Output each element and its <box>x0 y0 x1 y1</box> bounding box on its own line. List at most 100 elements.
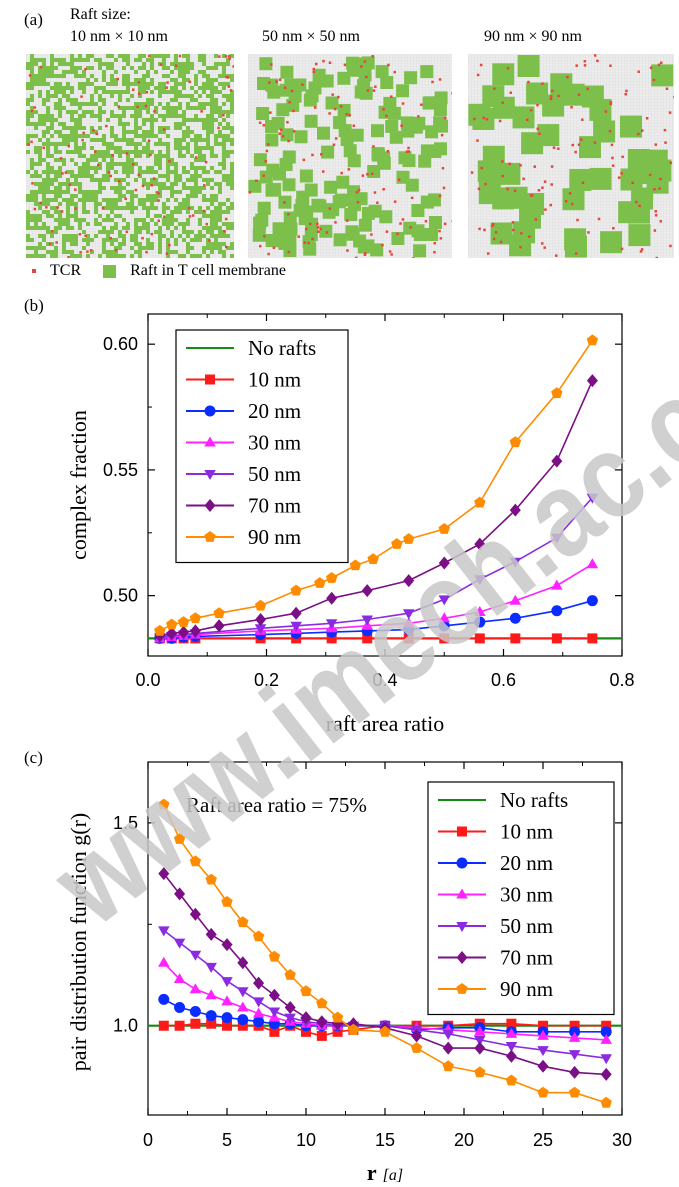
raft-patch <box>434 91 448 105</box>
raft-patch <box>190 206 194 210</box>
raft-patch <box>106 254 110 258</box>
raft-patch <box>130 202 134 206</box>
raft-patch <box>158 138 162 142</box>
raft-patch <box>98 98 102 102</box>
raft-patch <box>174 110 178 114</box>
raft-size-label-90: 90 nm × 90 nm <box>484 28 582 45</box>
raft-patch <box>118 242 122 246</box>
raft-patch <box>94 102 98 106</box>
raft-patch <box>182 118 186 122</box>
raft-patch <box>383 96 397 110</box>
raft-patch <box>66 218 70 222</box>
raft-patch <box>174 206 178 210</box>
data-point <box>600 1067 612 1081</box>
raft-patch <box>74 162 78 166</box>
tcr-dot <box>397 178 401 181</box>
data-point <box>290 621 302 632</box>
data-point <box>316 1030 327 1041</box>
raft-patch <box>345 225 359 239</box>
tcr-dot <box>283 201 286 204</box>
tcr-dot <box>101 206 105 210</box>
data-point <box>205 927 217 941</box>
raft-patch <box>375 65 389 79</box>
tcr-dot <box>366 173 369 176</box>
raft-patch <box>226 222 230 226</box>
data-point <box>551 387 563 399</box>
raft-patch <box>198 154 202 158</box>
tcr-dot <box>620 247 624 251</box>
raft-patch <box>162 82 166 86</box>
raft-patch <box>118 234 122 238</box>
raft-patch <box>134 250 138 254</box>
raft-patch <box>42 202 46 206</box>
raft-patch <box>158 250 162 254</box>
raft-patch <box>86 174 90 178</box>
raft-patch <box>198 210 202 214</box>
raft-patch <box>34 122 38 126</box>
series-90-nm <box>154 334 599 636</box>
raft-patch <box>42 186 46 190</box>
raft-patch <box>78 218 82 222</box>
tcr-dot <box>506 187 509 191</box>
raft-patch <box>86 82 90 86</box>
data-point <box>551 579 563 590</box>
raft-patch <box>134 106 138 110</box>
raft-patch <box>138 66 142 70</box>
raft-patch <box>146 102 150 106</box>
raft-patch <box>158 158 162 162</box>
raft-patch <box>90 190 94 194</box>
raft-patch <box>106 154 110 158</box>
raft-patch <box>42 134 46 138</box>
x-tick-label: 0.8 <box>609 670 634 690</box>
tcr-dot <box>374 85 377 88</box>
tcr-dot <box>568 192 572 195</box>
raft-patch <box>118 254 122 258</box>
tcr-dot <box>617 176 621 179</box>
raft-patch <box>422 96 436 110</box>
tcr-dot <box>624 93 627 96</box>
raft-patch <box>146 242 150 246</box>
raft-patch <box>361 206 375 220</box>
raft-patch <box>154 106 158 110</box>
raft-patch <box>66 202 70 206</box>
raft-patch <box>202 90 206 94</box>
raft-patch <box>202 126 206 130</box>
raft-patch <box>46 138 50 142</box>
raft-patch <box>30 254 34 258</box>
tcr-dot <box>536 127 539 131</box>
raft-patch <box>78 186 82 190</box>
raft-patch <box>404 71 418 85</box>
raft-patch <box>206 142 210 146</box>
raft-patch <box>174 210 178 214</box>
raft-patch <box>110 166 114 170</box>
tcr-dot <box>361 174 365 177</box>
raft-patch <box>58 166 62 170</box>
raft-patch <box>42 70 46 74</box>
raft-patch <box>391 232 405 245</box>
raft-patch <box>214 90 218 94</box>
tcr-dot <box>550 183 553 186</box>
panel-c-label: (c) <box>24 748 43 767</box>
raft-patch <box>114 82 118 86</box>
data-point <box>505 1074 518 1086</box>
raft-patch <box>174 146 178 150</box>
raft-patch <box>170 86 174 90</box>
raft-patch <box>170 250 174 254</box>
raft-patch <box>162 206 166 210</box>
raft-patch <box>26 194 30 198</box>
raft-patch <box>190 162 194 166</box>
raft-patch <box>78 126 82 130</box>
raft-patch <box>138 54 142 58</box>
raft-patch <box>210 210 214 214</box>
raft-patch <box>186 246 190 250</box>
legend-label: 30 nm <box>248 431 301 455</box>
raft-patch <box>94 234 98 238</box>
raft-patch <box>206 230 210 234</box>
raft-patch <box>74 178 78 182</box>
raft-patch <box>46 174 50 178</box>
raft-patch <box>226 210 230 214</box>
raft-patch <box>114 134 118 138</box>
raft-patch <box>118 230 122 234</box>
raft-patch <box>222 54 226 58</box>
data-point <box>361 584 373 598</box>
